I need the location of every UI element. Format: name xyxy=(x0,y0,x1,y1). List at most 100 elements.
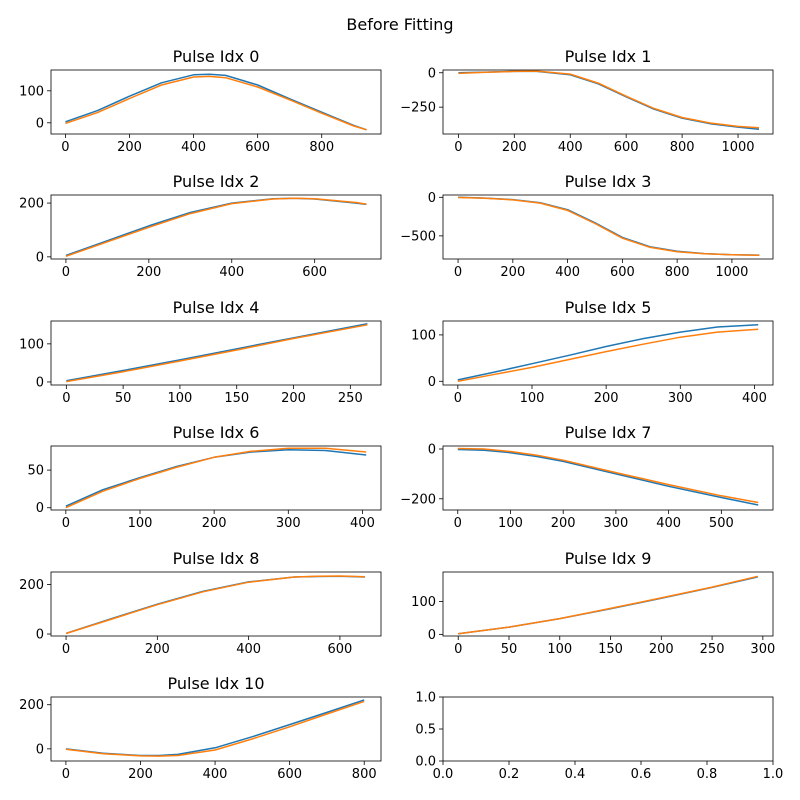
subplot-title: Pulse Idx 4 xyxy=(173,298,260,317)
x-tick-label: 0 xyxy=(62,767,70,782)
subplot-title: Pulse Idx 1 xyxy=(565,47,652,66)
x-tick-label: 250 xyxy=(338,391,363,406)
x-tick-label: 50 xyxy=(115,391,132,406)
x-tick-label: 100 xyxy=(498,516,523,531)
series-group xyxy=(65,197,367,258)
x-tick-label: 400 xyxy=(742,391,767,406)
axes-frame xyxy=(50,320,382,386)
x-tick-label: 400 xyxy=(350,516,375,531)
y-tick-label: 100 xyxy=(411,595,436,610)
y-tick-label: 0 xyxy=(428,66,436,81)
series-group xyxy=(458,575,758,635)
series-group xyxy=(457,323,759,383)
x-tick-label: 800 xyxy=(309,140,334,155)
x-tick-label: 300 xyxy=(668,391,693,406)
subplot-7: Pulse Idx 7 0 100 200 300 400 500 0 −200 xyxy=(400,423,774,531)
subplot-title: Pulse Idx 5 xyxy=(565,298,652,317)
series-line-1 xyxy=(65,447,367,509)
axes-frame xyxy=(442,320,774,386)
x-tick-label: 0 xyxy=(454,140,462,155)
x-tick-label: 200 xyxy=(145,642,170,657)
x-tick-label: 300 xyxy=(603,516,628,531)
series-line-1 xyxy=(457,447,759,504)
axes-frame xyxy=(442,571,774,637)
x-tick-label: 250 xyxy=(700,642,725,657)
y-tick-label: 50 xyxy=(27,464,44,479)
subplot-1: Pulse Idx 1 0 200 400 600 800 1000 0 −250 xyxy=(400,47,774,155)
subplot-title: Pulse Idx 3 xyxy=(565,172,652,191)
series-group xyxy=(65,73,367,131)
subplot-title: Pulse Idx 9 xyxy=(565,549,652,568)
x-tick-label: 1000 xyxy=(721,140,754,155)
y-tick-label: 0 xyxy=(428,628,436,643)
series-group xyxy=(66,322,368,383)
x-tick-label: 200 xyxy=(594,391,619,406)
y-tick-label: 0 xyxy=(36,742,44,757)
subplot-0: Pulse Idx 0 0 200 400 600 800 0 100 xyxy=(19,47,382,155)
x-tick-label: 400 xyxy=(558,140,583,155)
series-group xyxy=(458,70,760,130)
x-tick-label: 600 xyxy=(610,265,635,280)
x-tick-label: 1.0 xyxy=(763,767,784,782)
subplot-title: Pulse Idx 2 xyxy=(173,172,260,191)
y-tick-label: 0 xyxy=(428,375,436,390)
x-tick-label: 0 xyxy=(62,642,70,657)
series-group xyxy=(65,699,365,757)
y-tick-label: 100 xyxy=(19,337,44,352)
x-tick-label: 800 xyxy=(352,767,377,782)
x-tick-label: 0 xyxy=(62,516,70,531)
x-tick-label: 100 xyxy=(128,516,153,531)
subplot-3: Pulse Idx 3 0 200 400 600 800 1000 0 −500 xyxy=(400,172,774,280)
x-tick-label: 0 xyxy=(62,265,70,280)
x-tick-label: 200 xyxy=(551,516,576,531)
x-tick-label: 400 xyxy=(555,265,580,280)
x-tick-label: 100 xyxy=(547,642,572,657)
axes-frame xyxy=(442,445,774,511)
x-tick-label: 400 xyxy=(203,767,228,782)
x-tick-label: 300 xyxy=(276,516,301,531)
y-tick-label: 0 xyxy=(36,250,44,265)
series-group xyxy=(457,447,759,506)
series-line-1 xyxy=(65,75,367,131)
x-tick-label: 400 xyxy=(656,516,681,531)
axes-frame xyxy=(442,69,774,135)
x-tick-label: 0 xyxy=(454,265,462,280)
y-tick-label: 0 xyxy=(428,442,436,457)
y-tick-label: 200 xyxy=(19,698,44,713)
series-line-1 xyxy=(66,324,368,383)
y-tick-label: −200 xyxy=(400,492,436,507)
x-tick-label: 200 xyxy=(281,391,306,406)
subplot-9: Pulse Idx 9 0 50 100 150 200 250 300 0 100 xyxy=(411,549,775,657)
x-tick-label: 150 xyxy=(224,391,249,406)
series-line-1 xyxy=(458,196,760,257)
x-tick-label: 0 xyxy=(454,642,462,657)
axes-frame xyxy=(50,445,382,511)
series-line-0 xyxy=(457,323,759,381)
y-tick-label: 200 xyxy=(19,578,44,593)
x-tick-label: 0.6 xyxy=(631,767,652,782)
y-tick-label: 100 xyxy=(411,328,436,343)
figure-suptitle: Before Fitting xyxy=(346,15,453,34)
series-group xyxy=(458,196,760,257)
axes-frame xyxy=(442,194,774,260)
y-tick-label: 0.0 xyxy=(415,755,436,770)
x-tick-label: 800 xyxy=(665,265,690,280)
series-line-1 xyxy=(457,328,759,383)
x-tick-label: 100 xyxy=(520,391,545,406)
y-tick-label: −250 xyxy=(400,101,436,116)
subplot-6: Pulse Idx 6 0 100 200 300 400 0 50 xyxy=(27,423,382,531)
subplot-11: 0.0 0.2 0.4 0.6 0.8 1.0 0.0 0.5 1.0 xyxy=(415,691,783,783)
y-tick-label: 100 xyxy=(19,84,44,99)
x-tick-label: 400 xyxy=(219,265,244,280)
y-tick-label: 0 xyxy=(36,116,44,131)
series-group xyxy=(65,447,367,509)
x-tick-label: 600 xyxy=(245,140,270,155)
series-line-1 xyxy=(458,70,760,129)
x-tick-label: 200 xyxy=(649,642,674,657)
series-line-1 xyxy=(65,700,365,757)
axes-frame xyxy=(50,194,382,260)
x-tick-label: 0.4 xyxy=(565,767,586,782)
series-line-0 xyxy=(457,448,759,506)
